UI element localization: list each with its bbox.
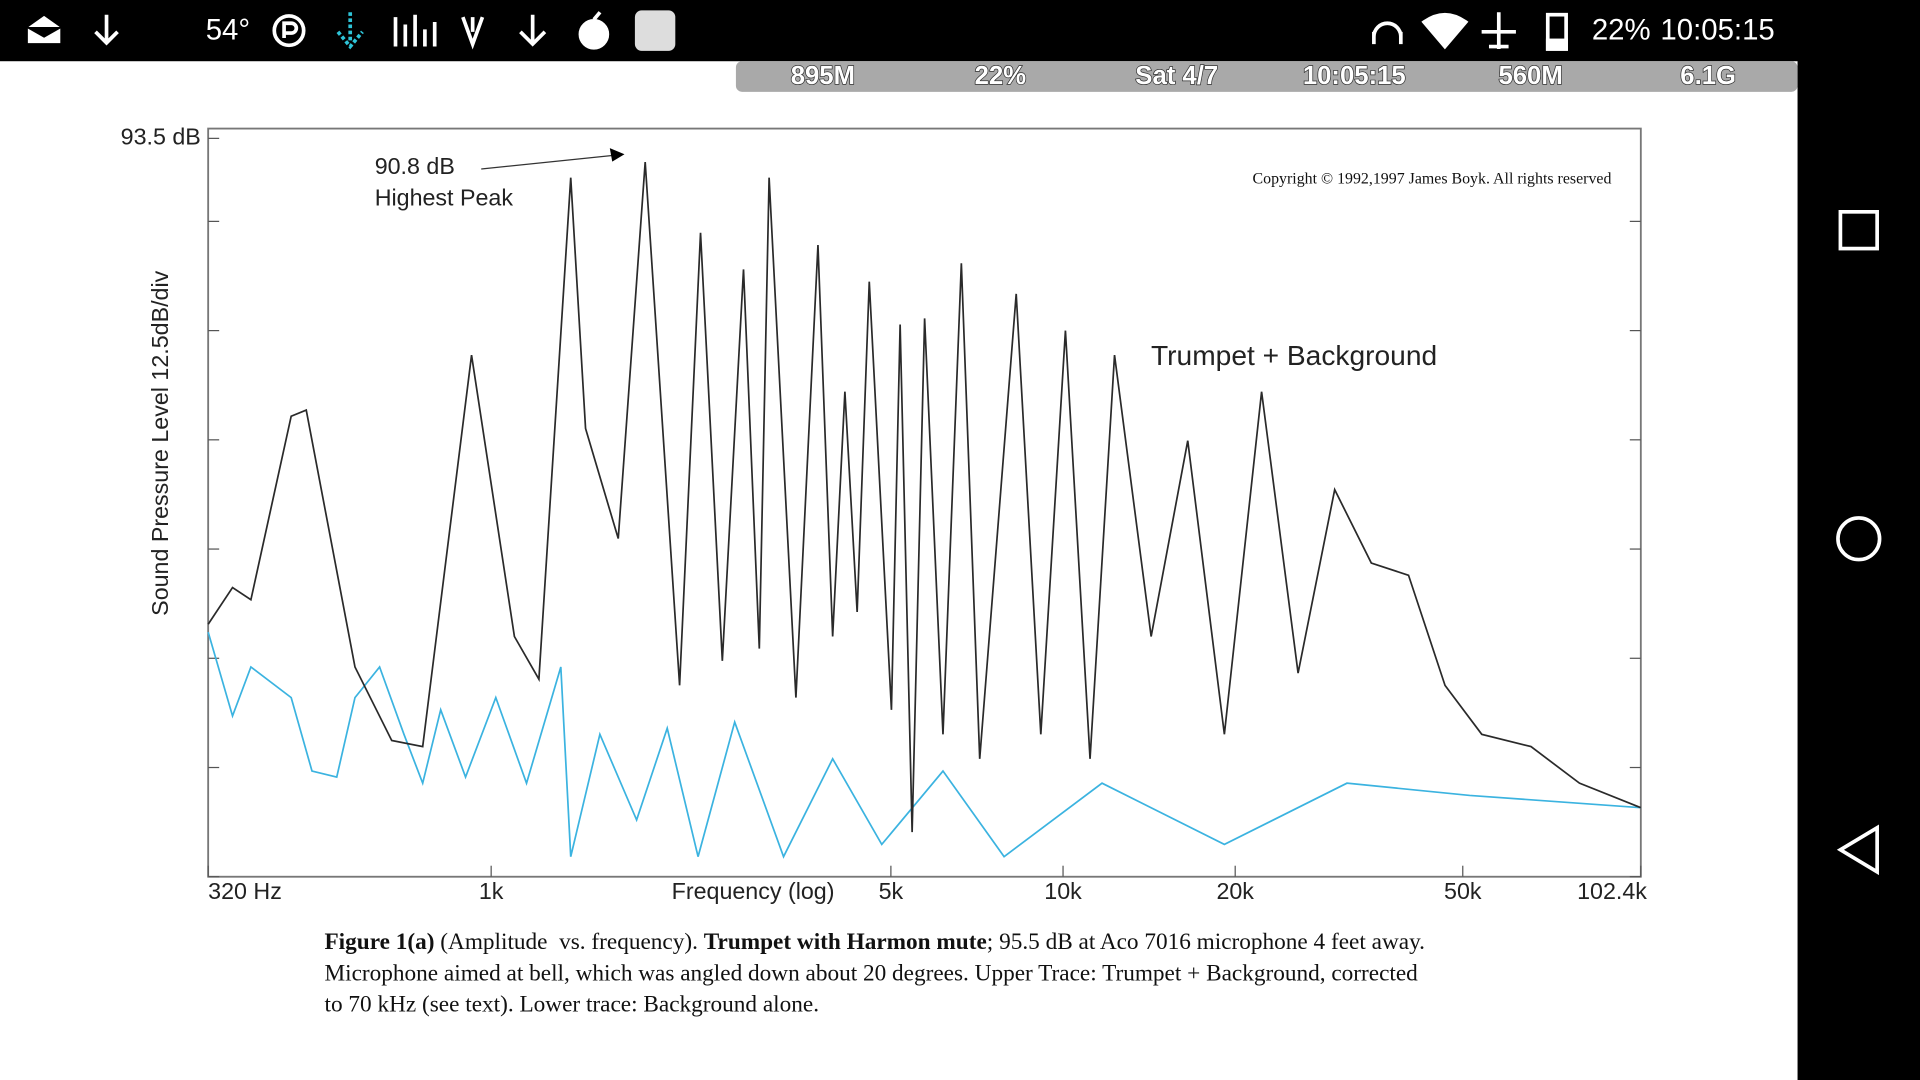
battery-level: 22% [1592,14,1651,47]
status-icons [26,10,1568,51]
overlay-bar [735,61,1798,92]
x-tick-label: 1k [479,878,504,904]
caption-run: ; 95.5 dB at Aco 7016 microphone 4 feet … [987,929,1425,955]
clock: 10:05:15 [1660,14,1774,47]
temperature: 54° [206,14,250,47]
x-tick-label: 10k [1044,878,1082,904]
overlay-item: 10:05:15 [1303,62,1406,90]
arrow-head [609,148,625,162]
overlay-item: Sat 4/7 [1135,62,1218,90]
caption-run: Trumpet with Harmon mute [704,929,987,955]
caption-run: (Amplitude vs. frequency). [434,929,703,955]
back-button[interactable] [1836,824,1879,876]
overlay-item: 895M [791,62,855,90]
plot-frame [207,127,1642,878]
status-bar [0,0,1920,62]
series-line [207,161,1642,833]
peak-text: Highest Peak [375,185,514,211]
series-label: Trumpet + Background [1151,340,1437,371]
overlay-item: 22% [975,62,1027,90]
caption: Figure 1(a) (Amplitude vs. frequency). T… [324,929,1425,1017]
overlay-item: 560M [1498,62,1562,90]
y-tick-label: 93.5 dB [121,124,201,150]
caption-run: Microphone aimed at bell, which was angl… [324,961,1418,987]
copyright: Copyright © 1992,1997 James Boyk. All ri… [1253,171,1612,188]
y-axis-label: Sound Pressure Level 12.5dB/div [147,270,173,615]
x-tick-label: 320 Hz [208,878,282,904]
caption-run: to 70 kHz (see text). Lower trace: Backg… [324,992,819,1018]
series-line [207,631,1641,859]
recents-button[interactable] [1838,210,1879,251]
x-tick-label: 20k [1216,878,1254,904]
annotation-arrow [481,154,613,170]
peak-value: 90.8 dB [375,153,455,179]
x-tick-label: 102.4k [1577,878,1647,904]
nav-bar [1797,0,1920,1080]
x-tick-label: 5k [879,878,904,904]
home-button[interactable] [1836,516,1882,562]
caption-run: Figure 1(a) [324,929,434,955]
plot: 320 Hz 1k 5k 10k 20k 50k 102.4k 93.5 dB [121,124,1648,904]
overlay-items: 895M 22% Sat 4/7 10:05:15 560M 6.1G [790,61,1737,90]
overlay-item: 6.1G [1680,62,1736,90]
x-tick-label: 50k [1444,878,1482,904]
x-axis-label: Frequency (log) [672,878,835,904]
